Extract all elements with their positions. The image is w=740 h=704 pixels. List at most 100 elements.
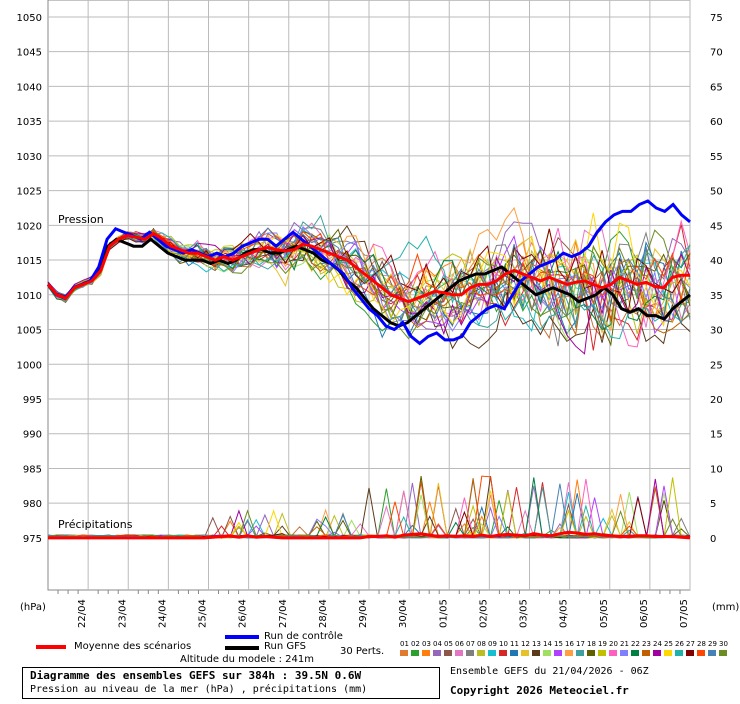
x-tick-label: 25/04: [198, 599, 209, 628]
y-tick-label-left: 1030: [17, 152, 42, 163]
copyright: Copyright 2026 Meteociel.fr: [450, 684, 629, 697]
y-tick-label-right: 50: [710, 187, 723, 198]
pert-swatch: [499, 650, 507, 656]
pert-number: 09: [488, 640, 497, 648]
pert-number: 03: [422, 640, 431, 648]
x-tick-label: 28/04: [318, 599, 329, 628]
x-tick-label: 07/05: [679, 599, 690, 628]
y-tick-label-right: 75: [710, 13, 723, 24]
pert-number: 29: [708, 640, 717, 648]
y-tick-label-right: 15: [710, 430, 723, 441]
pert-number: 06: [455, 640, 464, 648]
y-tick-label-right: 40: [710, 256, 723, 267]
y-tick-label-left: 1035: [17, 117, 42, 128]
pert-swatch: [642, 650, 650, 656]
pert-swatch: [422, 650, 430, 656]
pert-number: 01: [400, 640, 409, 648]
pert-number: 16: [565, 640, 574, 648]
footer-subtitle: Pression au niveau de la mer (hPa) , pré…: [30, 684, 368, 695]
pert-swatch: [466, 650, 474, 656]
altitude-label: Altitude du modele : 241m: [180, 654, 314, 665]
pert-number: 12: [521, 640, 530, 648]
pert-swatch: [609, 650, 617, 656]
pert-swatch: [708, 650, 716, 656]
footer-title: Diagramme des ensembles GEFS sur 384h : …: [30, 669, 362, 682]
pert-number: 30: [719, 640, 728, 648]
y-tick-label-right: 0: [710, 534, 716, 545]
gfs-legend-swatch: [225, 646, 259, 650]
y-tick-label-left: 1010: [17, 291, 42, 302]
pert-number: 02: [411, 640, 420, 648]
pert-number: 13: [532, 640, 541, 648]
pert-swatch: [521, 650, 529, 656]
pert-number: 21: [620, 640, 629, 648]
y-tick-label-left: 985: [23, 464, 42, 475]
pert-number: 14: [543, 640, 552, 648]
left-axis-label: (hPa): [20, 602, 46, 613]
x-tick-label: 22/04: [77, 599, 88, 628]
pert-swatch: [400, 650, 408, 656]
y-tick-label-right: 10: [710, 464, 723, 475]
pert-swatch: [631, 650, 639, 656]
pert-swatch: [686, 650, 694, 656]
pert-swatch: [455, 650, 463, 656]
pert-number: 20: [609, 640, 618, 648]
y-tick-label-left: 1045: [17, 48, 42, 59]
pert-swatch: [411, 650, 419, 656]
pert-swatch: [719, 650, 727, 656]
pert-swatch: [697, 650, 705, 656]
pert-number: 22: [631, 640, 640, 648]
gfs-legend-label: Run GFS: [264, 641, 307, 652]
pert-number: 27: [686, 640, 695, 648]
pert-number: 25: [664, 640, 673, 648]
y-tick-label-right: 60: [710, 117, 723, 128]
pert-number: 23: [642, 640, 651, 648]
pert-number: 05: [444, 640, 453, 648]
pert-swatch: [620, 650, 628, 656]
pert-number: 08: [477, 640, 486, 648]
y-tick-label-right: 55: [710, 152, 723, 163]
pert-number: 19: [598, 640, 607, 648]
pert-swatch: [554, 650, 562, 656]
x-tick-label: 04/05: [559, 599, 570, 628]
pert-swatch: [565, 650, 573, 656]
pert-number: 07: [466, 640, 475, 648]
y-tick-label-left: 1000: [17, 360, 42, 371]
mean-pressure-line: [46, 231, 690, 304]
pressure-section-label: Pression: [58, 213, 104, 226]
y-tick-label-right: 65: [710, 82, 723, 93]
right-axis-label: (mm): [712, 602, 739, 613]
x-tick-label: 03/05: [519, 599, 530, 628]
pert-number: 11: [510, 640, 519, 648]
pert-swatch: [433, 650, 441, 656]
y-tick-label-left: 1020: [17, 221, 42, 232]
mean-legend-swatch: [36, 645, 66, 649]
y-tick-label-left: 980: [23, 499, 42, 510]
x-tick-label: 05/05: [599, 599, 610, 628]
footer-title-box: [22, 667, 440, 699]
x-tick-label: 27/04: [278, 599, 289, 628]
pert-number: 26: [675, 640, 684, 648]
control-legend-swatch: [225, 635, 259, 639]
mean-precip-line: [48, 530, 691, 540]
member-pressure-line: [47, 228, 691, 340]
y-tick-label-right: 5: [710, 499, 716, 510]
pert-swatch: [664, 650, 672, 656]
x-tick-label: 06/05: [639, 599, 650, 628]
gfs-pressure-line: [46, 237, 691, 328]
pert-number: 18: [587, 640, 596, 648]
perts-label: 30 Perts.: [340, 646, 385, 657]
y-tick-label-right: 45: [710, 221, 723, 232]
x-tick-label: 30/04: [398, 599, 409, 628]
y-tick-label-right: 70: [710, 48, 723, 59]
pert-swatch: [543, 650, 551, 656]
control-pressure-line: [46, 199, 691, 346]
precip-section-label: Précipitations: [58, 518, 133, 531]
y-tick-label-right: 25: [710, 360, 723, 371]
y-tick-label-left: 1040: [17, 82, 42, 93]
y-tick-label-left: 1005: [17, 326, 42, 337]
control-legend-label: Run de contrôle: [264, 631, 343, 642]
pert-number: 28: [697, 640, 706, 648]
y-tick-label-left: 990: [23, 430, 42, 441]
